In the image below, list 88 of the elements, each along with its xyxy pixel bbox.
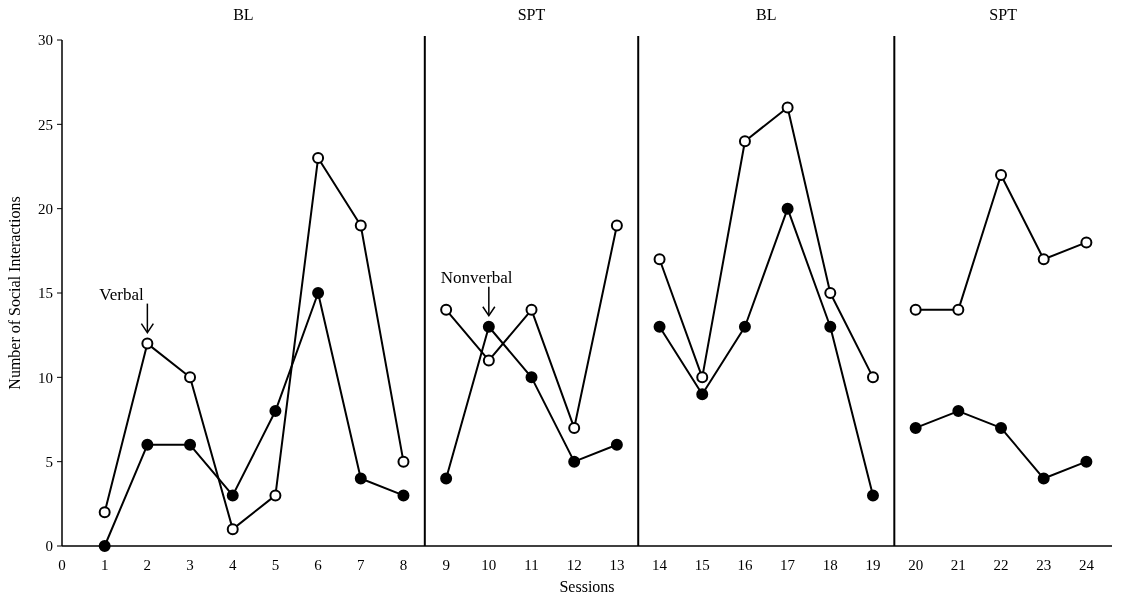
point — [482, 354, 495, 367]
x-tick-label: 8 — [399, 557, 408, 573]
point — [1037, 253, 1050, 266]
point — [1037, 472, 1050, 485]
point — [1080, 236, 1093, 249]
x-tick-label: 20 — [908, 557, 924, 573]
point — [696, 371, 709, 384]
point — [866, 371, 879, 384]
point — [525, 371, 538, 384]
point — [568, 455, 581, 468]
text: BL — [756, 6, 777, 23]
point — [653, 253, 666, 266]
point — [653, 320, 666, 333]
point — [952, 303, 965, 316]
point — [824, 287, 837, 299]
x-tick-label: 1 — [100, 557, 109, 573]
x-tick-label: 11 — [524, 557, 539, 573]
annotation: Nonverbal — [440, 267, 513, 287]
point — [312, 152, 325, 165]
point — [141, 337, 154, 350]
point — [866, 489, 879, 502]
x-axis-title: Sessions — [559, 578, 615, 595]
point — [696, 388, 709, 401]
x-tick-label: 13 — [609, 557, 625, 573]
y-tick-label: 25 — [38, 116, 53, 133]
point — [995, 421, 1008, 434]
x-tick-label: 2 — [143, 557, 152, 573]
point — [98, 540, 111, 552]
point — [909, 303, 922, 316]
point — [824, 320, 837, 333]
x-tick-label: 12 — [566, 557, 582, 573]
x-tick-label: 9 — [442, 557, 450, 573]
x-tick-label: 15 — [694, 557, 710, 573]
x-tick-label: 23 — [1036, 557, 1052, 573]
point — [440, 303, 453, 316]
point — [482, 320, 495, 333]
y-tick-label: 10 — [38, 369, 53, 386]
point — [909, 421, 922, 434]
point — [610, 438, 623, 451]
x-tick-label: 5 — [271, 557, 280, 573]
point — [269, 489, 282, 502]
text: SPT — [989, 6, 1018, 23]
point — [397, 489, 410, 502]
point — [525, 303, 538, 316]
x-tick-label: 0 — [58, 557, 66, 573]
point — [568, 421, 581, 434]
point — [141, 438, 154, 451]
point — [738, 135, 751, 148]
y-axis-title: Number of Social Interactions — [6, 196, 23, 390]
point — [738, 320, 751, 333]
annotation: Verbal — [99, 284, 145, 304]
x-tick-label: 16 — [737, 557, 753, 573]
point — [354, 219, 367, 232]
y-tick-label: 20 — [38, 200, 53, 217]
x-tick-label: 3 — [186, 557, 194, 573]
point — [610, 219, 623, 232]
x-tick-label: 22 — [993, 557, 1009, 573]
x-tick-label: 14 — [652, 557, 668, 573]
point — [781, 202, 794, 215]
y-tick-label: 0 — [45, 538, 53, 555]
point — [354, 472, 367, 485]
x-tick-label: 17 — [780, 557, 796, 573]
point — [312, 287, 325, 299]
x-tick-label: 6 — [314, 557, 323, 573]
point — [952, 405, 965, 418]
x-tick-label: 4 — [228, 557, 237, 573]
y-tick-label: 15 — [38, 285, 53, 302]
point — [98, 506, 111, 519]
point — [397, 455, 410, 468]
y-tick-label: 5 — [45, 453, 53, 470]
x-tick-label: 19 — [865, 557, 881, 573]
point — [1080, 455, 1093, 468]
point — [184, 371, 197, 384]
text: SPT — [517, 6, 546, 23]
x-tick-label: 24 — [1078, 557, 1095, 573]
point — [226, 523, 239, 536]
point — [995, 168, 1008, 181]
x-tick-label: 7 — [357, 557, 366, 573]
point — [269, 405, 282, 418]
point — [184, 438, 197, 451]
text: BL — [233, 6, 254, 23]
x-tick-label: 18 — [822, 557, 838, 573]
point — [440, 472, 453, 485]
point — [226, 489, 239, 502]
point — [781, 101, 794, 114]
x-tick-label: 21 — [950, 557, 966, 573]
y-tick-label: 30 — [38, 32, 53, 49]
x-tick-label: 10 — [481, 557, 497, 573]
